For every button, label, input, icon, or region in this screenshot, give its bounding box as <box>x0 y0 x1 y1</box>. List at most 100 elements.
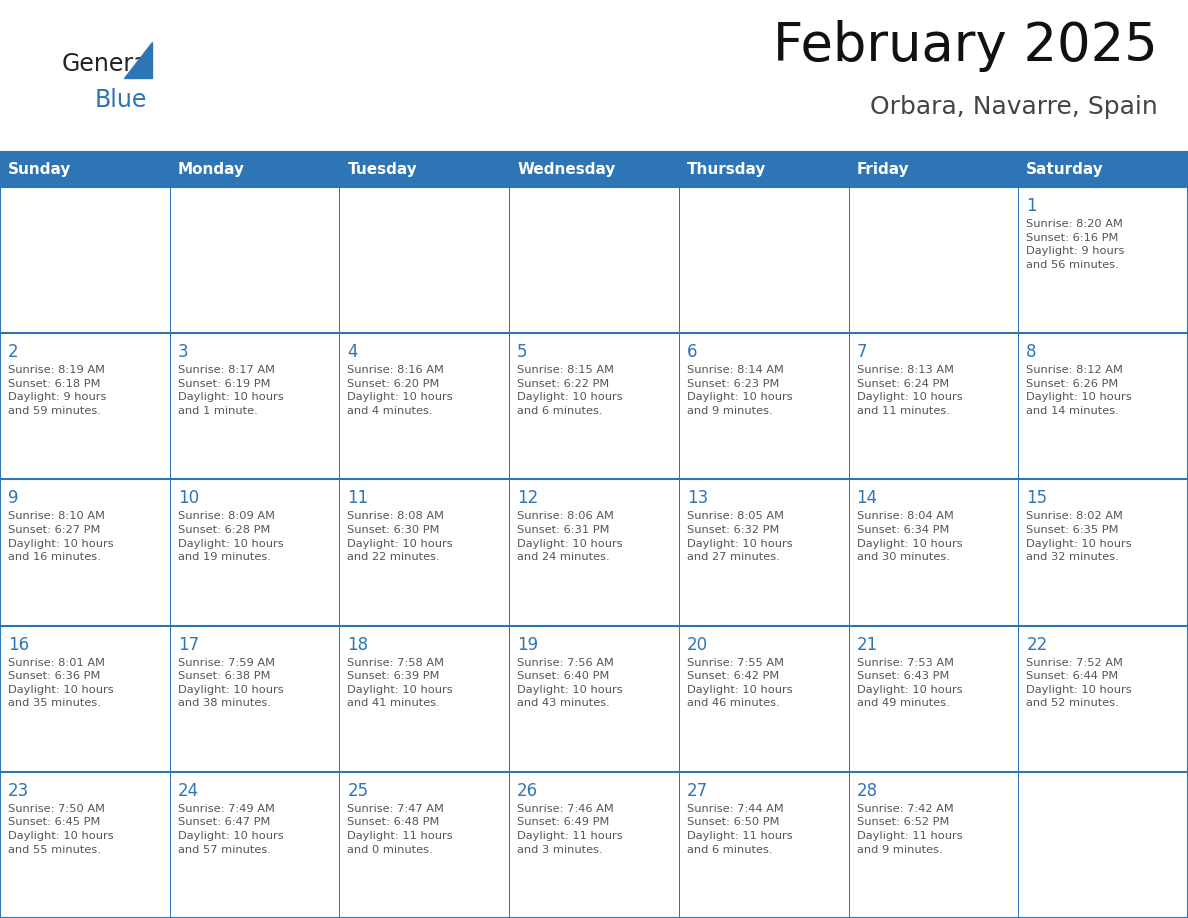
Text: 16: 16 <box>8 635 30 654</box>
Text: Sunrise: 8:20 AM
Sunset: 6:16 PM
Daylight: 9 hours
and 56 minutes.: Sunrise: 8:20 AM Sunset: 6:16 PM Dayligh… <box>1026 219 1125 270</box>
Text: Tuesday: Tuesday <box>347 162 417 177</box>
Text: Sunrise: 8:02 AM
Sunset: 6:35 PM
Daylight: 10 hours
and 32 minutes.: Sunrise: 8:02 AM Sunset: 6:35 PM Dayligh… <box>1026 511 1132 562</box>
Text: 27: 27 <box>687 782 708 800</box>
Bar <box>1018 772 1188 918</box>
Text: Sunrise: 8:17 AM
Sunset: 6:19 PM
Daylight: 10 hours
and 1 minute.: Sunrise: 8:17 AM Sunset: 6:19 PM Dayligh… <box>178 365 284 416</box>
Text: Sunrise: 8:14 AM
Sunset: 6:23 PM
Daylight: 10 hours
and 9 minutes.: Sunrise: 8:14 AM Sunset: 6:23 PM Dayligh… <box>687 365 792 416</box>
Text: Sunrise: 7:53 AM
Sunset: 6:43 PM
Daylight: 10 hours
and 49 minutes.: Sunrise: 7:53 AM Sunset: 6:43 PM Dayligh… <box>857 657 962 709</box>
Text: Wednesday: Wednesday <box>517 162 615 177</box>
Text: General: General <box>62 52 156 76</box>
Text: Sunrise: 7:46 AM
Sunset: 6:49 PM
Daylight: 11 hours
and 3 minutes.: Sunrise: 7:46 AM Sunset: 6:49 PM Dayligh… <box>517 804 623 855</box>
Bar <box>678 625 848 772</box>
Bar <box>340 479 510 625</box>
Bar <box>0 772 170 918</box>
Bar <box>678 479 848 625</box>
Text: Sunrise: 7:44 AM
Sunset: 6:50 PM
Daylight: 11 hours
and 6 minutes.: Sunrise: 7:44 AM Sunset: 6:50 PM Dayligh… <box>687 804 792 855</box>
Bar <box>510 479 678 625</box>
Bar <box>848 772 1018 918</box>
Text: Sunrise: 7:58 AM
Sunset: 6:39 PM
Daylight: 10 hours
and 41 minutes.: Sunrise: 7:58 AM Sunset: 6:39 PM Dayligh… <box>347 657 453 709</box>
Bar <box>170 625 340 772</box>
Bar <box>1018 479 1188 625</box>
Text: Sunrise: 8:05 AM
Sunset: 6:32 PM
Daylight: 10 hours
and 27 minutes.: Sunrise: 8:05 AM Sunset: 6:32 PM Dayligh… <box>687 511 792 562</box>
Bar <box>340 772 510 918</box>
Bar <box>0 625 170 772</box>
Text: 9: 9 <box>8 489 19 508</box>
Text: 19: 19 <box>517 635 538 654</box>
Text: 2: 2 <box>8 343 19 361</box>
Text: 17: 17 <box>178 635 198 654</box>
Bar <box>510 333 678 479</box>
Text: Sunrise: 8:01 AM
Sunset: 6:36 PM
Daylight: 10 hours
and 35 minutes.: Sunrise: 8:01 AM Sunset: 6:36 PM Dayligh… <box>8 657 114 709</box>
Text: Sunrise: 8:06 AM
Sunset: 6:31 PM
Daylight: 10 hours
and 24 minutes.: Sunrise: 8:06 AM Sunset: 6:31 PM Dayligh… <box>517 511 623 562</box>
Text: Sunday: Sunday <box>8 162 71 177</box>
Text: 18: 18 <box>347 635 368 654</box>
Bar <box>0 152 1188 187</box>
Bar <box>510 187 678 333</box>
Text: 20: 20 <box>687 635 708 654</box>
Bar <box>0 187 170 333</box>
Text: Sunrise: 8:04 AM
Sunset: 6:34 PM
Daylight: 10 hours
and 30 minutes.: Sunrise: 8:04 AM Sunset: 6:34 PM Dayligh… <box>857 511 962 562</box>
Text: Sunrise: 7:42 AM
Sunset: 6:52 PM
Daylight: 11 hours
and 9 minutes.: Sunrise: 7:42 AM Sunset: 6:52 PM Dayligh… <box>857 804 962 855</box>
Bar <box>0 479 170 625</box>
Text: Saturday: Saturday <box>1026 162 1104 177</box>
Bar <box>848 333 1018 479</box>
Text: 5: 5 <box>517 343 527 361</box>
Bar <box>510 772 678 918</box>
Bar <box>0 333 170 479</box>
Text: Sunrise: 8:16 AM
Sunset: 6:20 PM
Daylight: 10 hours
and 4 minutes.: Sunrise: 8:16 AM Sunset: 6:20 PM Dayligh… <box>347 365 453 416</box>
Bar <box>678 333 848 479</box>
Text: Sunrise: 7:55 AM
Sunset: 6:42 PM
Daylight: 10 hours
and 46 minutes.: Sunrise: 7:55 AM Sunset: 6:42 PM Dayligh… <box>687 657 792 709</box>
Text: February 2025: February 2025 <box>773 20 1158 72</box>
Text: Sunrise: 8:19 AM
Sunset: 6:18 PM
Daylight: 9 hours
and 59 minutes.: Sunrise: 8:19 AM Sunset: 6:18 PM Dayligh… <box>8 365 107 416</box>
Text: 7: 7 <box>857 343 867 361</box>
Bar <box>170 187 340 333</box>
Text: Sunrise: 8:15 AM
Sunset: 6:22 PM
Daylight: 10 hours
and 6 minutes.: Sunrise: 8:15 AM Sunset: 6:22 PM Dayligh… <box>517 365 623 416</box>
Text: Sunrise: 7:47 AM
Sunset: 6:48 PM
Daylight: 11 hours
and 0 minutes.: Sunrise: 7:47 AM Sunset: 6:48 PM Dayligh… <box>347 804 453 855</box>
Bar <box>848 187 1018 333</box>
Text: 8: 8 <box>1026 343 1037 361</box>
Text: 6: 6 <box>687 343 697 361</box>
Text: Sunrise: 8:12 AM
Sunset: 6:26 PM
Daylight: 10 hours
and 14 minutes.: Sunrise: 8:12 AM Sunset: 6:26 PM Dayligh… <box>1026 365 1132 416</box>
Text: Orbara, Navarre, Spain: Orbara, Navarre, Spain <box>871 95 1158 119</box>
Text: Blue: Blue <box>95 88 147 112</box>
Text: 10: 10 <box>178 489 198 508</box>
Text: 24: 24 <box>178 782 198 800</box>
Text: 4: 4 <box>347 343 358 361</box>
Bar <box>340 625 510 772</box>
Text: 28: 28 <box>857 782 878 800</box>
Bar <box>170 772 340 918</box>
Text: Sunrise: 8:08 AM
Sunset: 6:30 PM
Daylight: 10 hours
and 22 minutes.: Sunrise: 8:08 AM Sunset: 6:30 PM Dayligh… <box>347 511 453 562</box>
Text: 12: 12 <box>517 489 538 508</box>
Text: 25: 25 <box>347 782 368 800</box>
Bar <box>848 625 1018 772</box>
Text: Thursday: Thursday <box>687 162 766 177</box>
Text: 15: 15 <box>1026 489 1048 508</box>
Bar <box>1018 625 1188 772</box>
Text: Sunrise: 8:10 AM
Sunset: 6:27 PM
Daylight: 10 hours
and 16 minutes.: Sunrise: 8:10 AM Sunset: 6:27 PM Dayligh… <box>8 511 114 562</box>
Text: 14: 14 <box>857 489 878 508</box>
Text: Sunrise: 7:56 AM
Sunset: 6:40 PM
Daylight: 10 hours
and 43 minutes.: Sunrise: 7:56 AM Sunset: 6:40 PM Dayligh… <box>517 657 623 709</box>
Text: Sunrise: 8:13 AM
Sunset: 6:24 PM
Daylight: 10 hours
and 11 minutes.: Sunrise: 8:13 AM Sunset: 6:24 PM Dayligh… <box>857 365 962 416</box>
Bar <box>848 479 1018 625</box>
Bar <box>1018 333 1188 479</box>
Text: Sunrise: 7:59 AM
Sunset: 6:38 PM
Daylight: 10 hours
and 38 minutes.: Sunrise: 7:59 AM Sunset: 6:38 PM Dayligh… <box>178 657 284 709</box>
Text: 13: 13 <box>687 489 708 508</box>
Text: 1: 1 <box>1026 197 1037 215</box>
Text: 23: 23 <box>8 782 30 800</box>
Text: Friday: Friday <box>857 162 909 177</box>
Bar <box>340 333 510 479</box>
Text: 3: 3 <box>178 343 189 361</box>
Text: Monday: Monday <box>178 162 245 177</box>
Bar <box>170 333 340 479</box>
Bar <box>1018 187 1188 333</box>
Bar <box>678 772 848 918</box>
Bar <box>340 187 510 333</box>
Bar <box>170 479 340 625</box>
Text: 11: 11 <box>347 489 368 508</box>
Text: Sunrise: 7:49 AM
Sunset: 6:47 PM
Daylight: 10 hours
and 57 minutes.: Sunrise: 7:49 AM Sunset: 6:47 PM Dayligh… <box>178 804 284 855</box>
Text: 26: 26 <box>517 782 538 800</box>
Text: Sunrise: 7:50 AM
Sunset: 6:45 PM
Daylight: 10 hours
and 55 minutes.: Sunrise: 7:50 AM Sunset: 6:45 PM Dayligh… <box>8 804 114 855</box>
Polygon shape <box>124 42 152 78</box>
Text: 22: 22 <box>1026 635 1048 654</box>
Text: Sunrise: 7:52 AM
Sunset: 6:44 PM
Daylight: 10 hours
and 52 minutes.: Sunrise: 7:52 AM Sunset: 6:44 PM Dayligh… <box>1026 657 1132 709</box>
